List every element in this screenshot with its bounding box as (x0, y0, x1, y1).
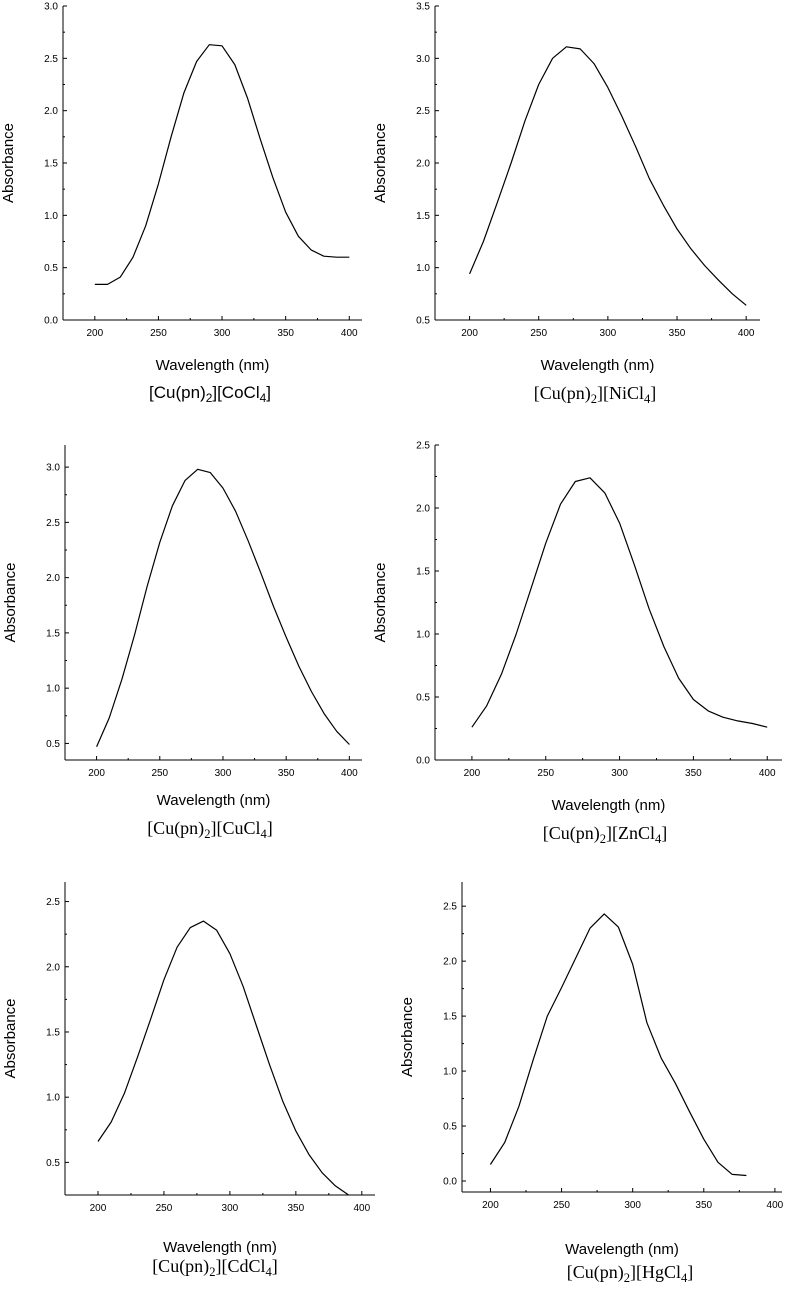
zncl4-x-tick-label: 200 (464, 768, 481, 779)
hgcl4-y-tick-label: 0.0 (443, 1177, 457, 1188)
cdcl4-x-tick-label: 350 (288, 1203, 305, 1214)
cocl4-x-tick-label: 300 (214, 328, 231, 339)
zncl4-y-tick-label: 0.5 (416, 693, 430, 704)
cucl4-y-tick-label: 2.0 (46, 573, 60, 584)
cocl4-x-tick-label: 400 (341, 328, 358, 339)
cucl4-y-tick-label: 1.5 (46, 628, 60, 639)
cdcl4-y-tick-label: 2.0 (46, 962, 60, 973)
cucl4-absorbance-line (96, 468, 350, 747)
nicl4-x-tick-label: 350 (669, 328, 686, 339)
nicl4-y-tick-label: 2.5 (416, 106, 430, 117)
chart-zncl4-group: 0.0 0.5 1.0 1.5 2.0 2.5 200 250 300 350 400 Wavelen… (372, 441, 782, 814)
caption-hgcl4: [Cu(pn)2][HgCl4] (566, 1262, 694, 1285)
hgcl4-x-tick-label: 250 (553, 1200, 570, 1211)
caption-nicl4: [Cu(pn)2][NiCl4] (533, 383, 657, 406)
zncl4-x-tick-label: 400 (759, 768, 776, 779)
cucl4-x-tick-label: 300 (215, 768, 232, 779)
cocl4-y-tick-label: 2.0 (44, 106, 58, 117)
hgcl4-x-tick-label: 400 (767, 1200, 784, 1211)
nicl4-x-tick-label: 250 (530, 328, 547, 339)
cdcl4-x-tick-label: 250 (156, 1203, 173, 1214)
zncl4-absorbance-line (471, 477, 768, 728)
chart-nicl4-group: 0.5 1.0 1.5 2.0 2.5 3.0 3.5 200 250 300 350 400 Wave… (372, 2, 760, 374)
nicl4-y-tick-label: 2.0 (416, 159, 430, 170)
cdcl4-y-tick-label: 1.0 (46, 1093, 60, 1104)
cocl4-y-tick-label: 0.0 (44, 316, 58, 327)
cocl4-y-tick-label: 1.5 (44, 159, 58, 170)
chart-hgcl4-group: 0.0 0.5 1.0 1.5 2.0 2.5 200 250 300 350 400 Wavelen… (399, 882, 784, 1258)
hgcl4-y-tick-label: 1.0 (443, 1067, 457, 1078)
nicl4-x-tick-label: 300 (600, 328, 617, 339)
caption-zncl4: [Cu(pn)2][ZnCl4] (542, 823, 668, 846)
zncl4-x-tick-label: 250 (537, 768, 554, 779)
cocl4-x-axis-label: Wavelength (nm) (156, 357, 270, 374)
cucl4-y-axis-label: Absorbance (2, 562, 19, 642)
nicl4-y-tick-label: 1.5 (416, 211, 430, 222)
nicl4-x-tick-label: 200 (461, 328, 478, 339)
cucl4-y-tick-label: 0.5 (46, 739, 60, 750)
cdcl4-y-tick-label: 0.5 (46, 1158, 60, 1169)
cucl4-x-axis-label: Wavelength (nm) (157, 792, 271, 809)
zncl4-y-tick-label: 1.0 (416, 630, 430, 641)
zncl4-x-axis-label: Wavelength (nm) (552, 797, 666, 814)
zncl4-y-tick-label: 2.5 (416, 441, 430, 452)
cdcl4-x-tick-label: 200 (90, 1203, 107, 1214)
nicl4-y-axis-label: Absorbance (372, 123, 389, 203)
cocl4-x-tick-label: 200 (86, 328, 103, 339)
zncl4-x-tick-label: 350 (685, 768, 702, 779)
cucl4-y-tick-label: 2.5 (46, 518, 60, 529)
cocl4-x-tick-label: 350 (277, 328, 294, 339)
nicl4-x-tick-label: 400 (738, 328, 755, 339)
cucl4-x-tick-label: 250 (151, 768, 168, 779)
chart-cucl4-group: 0.5 1.0 1.5 2.0 2.5 3.0 200 250 300 350 400 Wavelen… (2, 445, 362, 809)
cdcl4-y-tick-label: 2.5 (46, 897, 60, 908)
hgcl4-x-axis-label: Wavelength (nm) (565, 1241, 679, 1258)
cucl4-x-tick-label: 400 (341, 768, 358, 779)
hgcl4-x-tick-label: 350 (695, 1200, 712, 1211)
cdcl4-absorbance-line (97, 920, 349, 1196)
cocl4-y-axis-label: Absorbance (0, 123, 17, 203)
caption-cocl4: [Cu(pn)2][CoCl4] (149, 383, 271, 405)
hgcl4-y-tick-label: 2.5 (443, 902, 457, 913)
hgcl4-x-tick-label: 300 (624, 1200, 641, 1211)
zncl4-y-tick-label: 0.0 (416, 756, 430, 767)
cucl4-y-tick-label: 3.0 (46, 463, 60, 474)
zncl4-y-axis-label: Absorbance (372, 562, 389, 642)
chart-cocl4-group: 0.0 0.5 1.0 1.5 2.0 2.5 3.0 200 250 300 350 400 Wave… (0, 2, 362, 374)
nicl4-y-tick-label: 1.0 (416, 263, 430, 274)
zncl4-y-tick-label: 1.5 (416, 567, 430, 578)
cdcl4-x-axis-label: Wavelength (nm) (163, 1239, 277, 1256)
cdcl4-y-axis-label: Absorbance (2, 998, 19, 1078)
cdcl4-y-tick-label: 1.5 (46, 1027, 60, 1038)
cocl4-absorbance-line (94, 44, 350, 285)
hgcl4-x-tick-label: 200 (482, 1200, 499, 1211)
cocl4-y-tick-label: 1.0 (44, 211, 58, 222)
hgcl4-y-tick-label: 2.0 (443, 957, 457, 968)
cucl4-x-tick-label: 350 (278, 768, 295, 779)
nicl4-y-tick-label: 3.5 (416, 2, 430, 13)
cocl4-x-tick-label: 250 (150, 328, 167, 339)
nicl4-y-tick-label: 0.5 (416, 316, 430, 327)
caption-cdcl4: [Cu(pn)2][CdCl4] (152, 1256, 278, 1279)
cucl4-x-tick-label: 200 (88, 768, 105, 779)
cdcl4-x-tick-label: 300 (222, 1203, 239, 1214)
nicl4-y-tick-label: 3.0 (416, 54, 430, 65)
hgcl4-y-axis-label: Absorbance (399, 997, 416, 1077)
cocl4-y-tick-label: 2.5 (44, 54, 58, 65)
cocl4-y-tick-label: 0.5 (44, 263, 58, 274)
hgcl4-y-tick-label: 1.5 (443, 1012, 457, 1023)
chart-cdcl4-group: 0.5 1.0 1.5 2.0 2.5 200 250 300 350 400 Wavelength… (2, 882, 375, 1256)
hgcl4-y-tick-label: 0.5 (443, 1122, 457, 1133)
cucl4-y-tick-label: 1.0 (46, 684, 60, 695)
cocl4-y-tick-label: 3.0 (44, 2, 58, 13)
caption-cucl4: [Cu(pn)2][CuCl4] (147, 818, 273, 841)
hgcl4-absorbance-line (489, 913, 747, 1177)
zncl4-y-tick-label: 2.0 (416, 504, 430, 515)
zncl4-x-tick-label: 300 (611, 768, 628, 779)
nicl4-absorbance-line (469, 46, 747, 306)
nicl4-x-axis-label: Wavelength (nm) (541, 357, 655, 374)
cdcl4-x-tick-label: 400 (353, 1203, 370, 1214)
